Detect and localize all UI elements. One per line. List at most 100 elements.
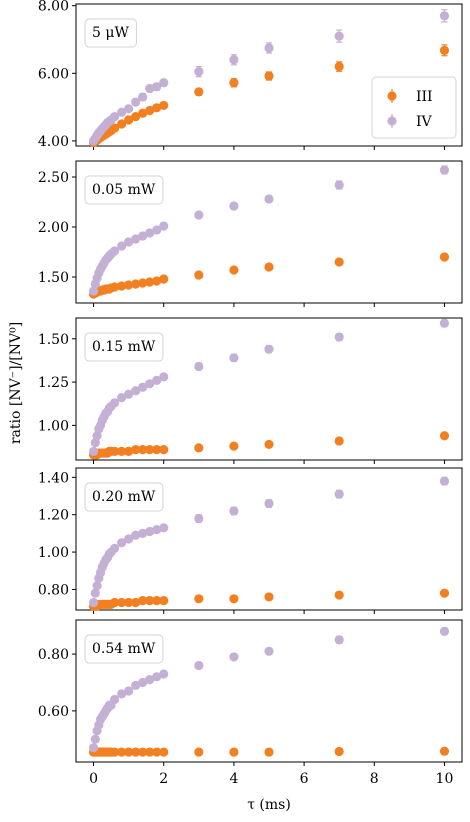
panel-label: 5 μW [92, 25, 129, 41]
data-point [152, 596, 162, 606]
data-point [194, 443, 204, 453]
panel-label: 0.15 mW [92, 339, 156, 355]
data-point [229, 747, 239, 757]
data-point [229, 353, 239, 363]
data-point [124, 747, 134, 757]
data-point [334, 746, 344, 757]
data-point [138, 231, 148, 241]
data-point [117, 281, 127, 291]
panel-label: 0.05 mW [92, 182, 156, 198]
data-point [88, 286, 99, 296]
data-point [229, 506, 239, 516]
series-IV [88, 9, 450, 146]
data-point [334, 257, 344, 267]
axes-frame [75, 467, 463, 611]
data-point [159, 372, 169, 382]
series-IV [88, 165, 450, 296]
data-point [131, 97, 141, 107]
panel-2: 1.50 2.00 2.50 0.05 mW [38, 160, 463, 307]
y-tick-label: 2.50 [38, 170, 69, 186]
data-point [439, 588, 450, 598]
data-point [229, 594, 239, 604]
data-point [194, 67, 204, 77]
y-tick-label: 1.50 [38, 270, 69, 286]
data-point [131, 234, 141, 244]
data-point [92, 581, 102, 591]
data-point [117, 538, 127, 548]
data-point [264, 43, 274, 53]
y-tick-label: 0.80 [38, 582, 69, 598]
data-point [229, 652, 239, 662]
data-point [131, 386, 141, 396]
data-point [117, 597, 127, 608]
data-point [264, 747, 274, 757]
data-point [110, 111, 120, 122]
data-point [439, 746, 450, 756]
data-point [334, 332, 344, 342]
data-point [92, 431, 102, 441]
data-point [124, 446, 134, 456]
data-point [138, 596, 148, 606]
data-point [439, 252, 450, 262]
data-point [131, 445, 141, 455]
axes-frame [75, 619, 463, 763]
data-point [131, 279, 141, 289]
data-point [152, 375, 162, 385]
data-point [334, 31, 344, 41]
data-point [264, 439, 274, 450]
data-point [88, 597, 99, 608]
data-point [159, 445, 169, 455]
panel-label: 0.20 mW [92, 489, 156, 505]
series-III [88, 746, 450, 757]
data-point [138, 278, 148, 288]
data-point [145, 596, 155, 606]
data-point [117, 241, 127, 251]
data-point [439, 476, 450, 486]
data-point [439, 45, 450, 55]
panels: 4.00 6.00 8.00 5 μW III IV 1.50 2.00 2.50 0.05 mW… [38, 0, 463, 787]
data-point [264, 71, 274, 81]
data-point [117, 393, 127, 403]
data-point [159, 274, 169, 284]
data-point [90, 438, 100, 448]
data-point [145, 526, 155, 537]
data-point [124, 104, 134, 114]
panel-5: 0.60 0.80 0 2 4 6 8 10 0.54 mW [38, 619, 463, 787]
data-point [334, 180, 344, 190]
data-point [117, 689, 127, 699]
data-point [439, 11, 450, 21]
data-point [131, 747, 141, 757]
y-tick-label: 4.00 [38, 134, 69, 150]
data-point [138, 747, 148, 757]
data-point [110, 123, 120, 133]
data-point [194, 210, 204, 220]
data-point [145, 83, 155, 94]
data-point [117, 747, 127, 757]
series-III [88, 431, 450, 460]
data-point [145, 379, 155, 389]
data-point [124, 597, 134, 608]
data-point [334, 635, 344, 645]
data-point [159, 747, 169, 757]
data-point [229, 78, 239, 88]
data-point [159, 669, 169, 679]
legend: III IV [371, 76, 457, 139]
data-point [264, 498, 274, 509]
data-point [145, 105, 155, 116]
data-point [152, 225, 162, 235]
x-tick-label: 6 [300, 771, 309, 787]
data-point [124, 389, 134, 399]
data-point [138, 528, 148, 538]
axes-frame [75, 3, 463, 147]
y-tick-label: 8.00 [38, 0, 69, 15]
data-point [110, 246, 120, 256]
data-point [334, 61, 344, 72]
data-point [110, 398, 120, 408]
data-point [138, 92, 148, 102]
panel-1: 4.00 6.00 8.00 5 μW III IV [38, 0, 463, 150]
data-point [334, 489, 344, 499]
x-tick-label: 4 [229, 771, 238, 787]
data-point [138, 677, 148, 688]
panel-label-box [84, 175, 164, 205]
axes-frame [75, 317, 463, 461]
